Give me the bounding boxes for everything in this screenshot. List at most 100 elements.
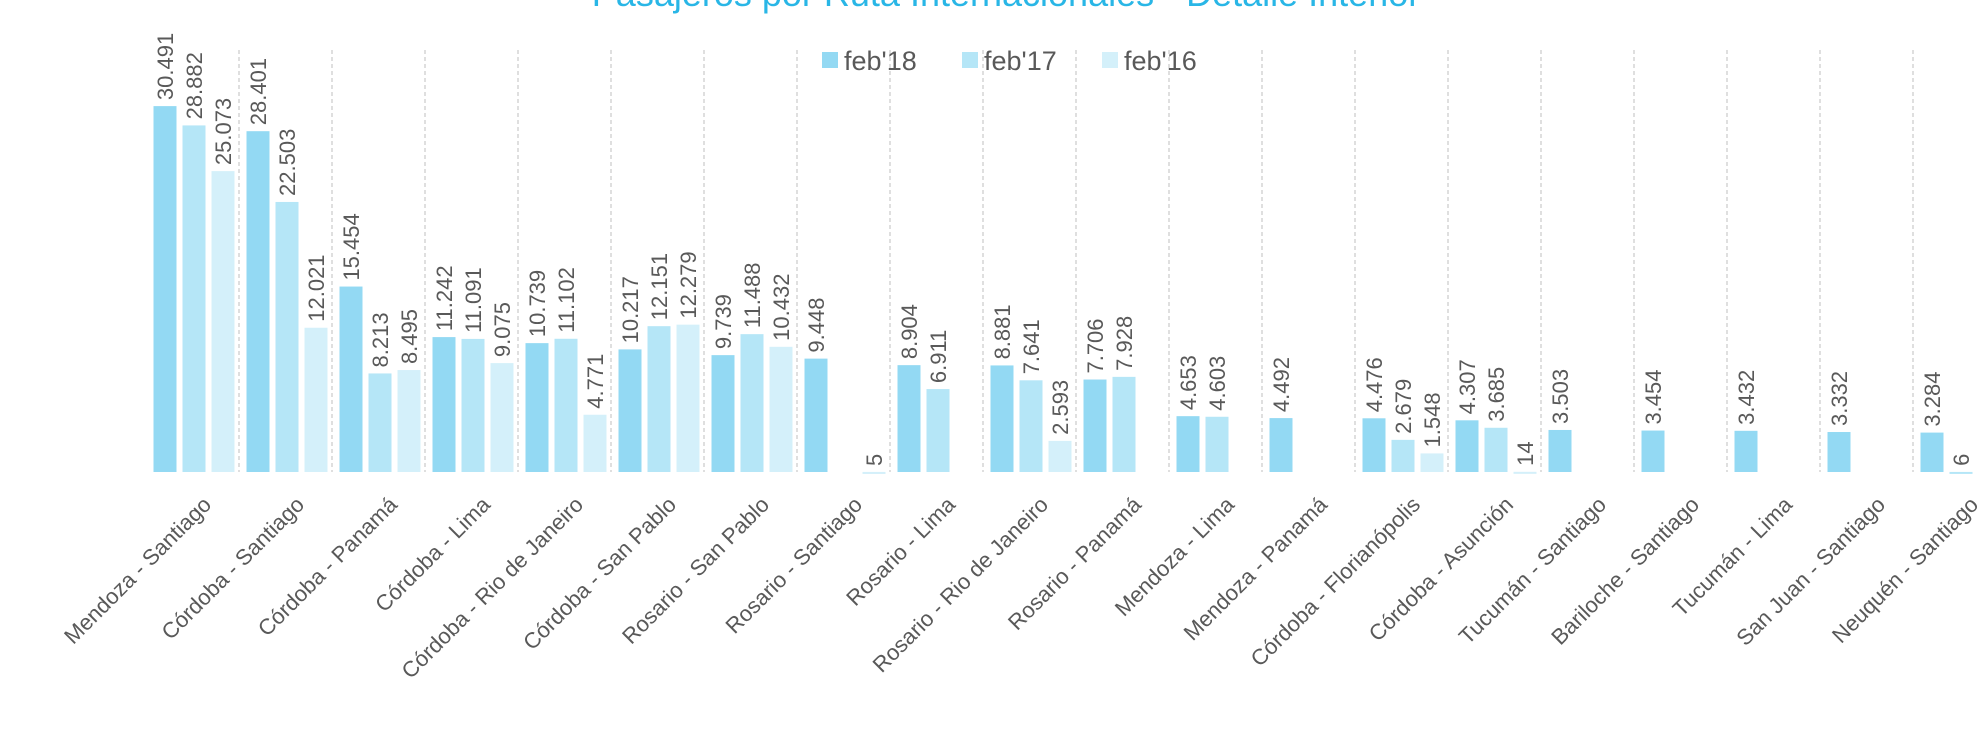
bar [1205,416,1229,472]
x-tick-label: Córdoba - Florianópolis [1246,492,1425,671]
bar [711,355,735,472]
bar [461,338,485,472]
legend-swatch [962,52,978,68]
value-label: 3.454 [1641,369,1666,424]
bar [1420,453,1444,472]
bar [368,373,392,472]
bar [769,346,793,472]
value-label: 28.882 [182,52,207,119]
legend-label: feb'18 [844,46,917,76]
x-tick-label: Rosario - Rio de Janeiro [868,492,1053,677]
value-label: 8.904 [897,304,922,359]
bar [246,131,270,473]
value-label: 30.491 [153,33,178,100]
value-label: 11.242 [432,265,457,331]
bar [1019,380,1043,472]
bar [1641,430,1665,472]
bar [1455,420,1479,472]
value-label: 11.102 [554,267,579,333]
bar [1391,439,1415,472]
bar [740,334,764,472]
value-label: 4.307 [1455,359,1480,414]
x-tick-label: Córdoba - Rio de Janeiro [397,492,588,683]
bar [554,338,578,472]
value-label: 9.739 [711,294,736,349]
value-label: 3.685 [1484,367,1509,422]
bar [862,471,886,474]
value-label: 6.911 [926,330,951,383]
bar [1548,429,1572,472]
legend-label: feb'17 [984,46,1057,76]
bar [304,327,328,472]
chart-title: Pasajeros por Ruta Internacionales - Det… [592,0,1420,14]
value-label: 22.503 [275,129,300,196]
value-label: 12.279 [676,251,701,318]
bar [1048,440,1072,472]
value-label: 2.593 [1048,380,1073,435]
bar [1176,416,1200,472]
value-label: 4.492 [1269,357,1294,412]
value-label: 4.603 [1205,356,1230,411]
value-label: 10.432 [769,274,794,341]
bar [1949,471,1973,474]
value-label: 7.706 [1083,318,1108,373]
value-label: 15.454 [339,213,364,280]
bar [1513,471,1537,474]
bar [1362,418,1386,472]
bar [490,363,514,472]
bar [397,370,421,472]
bar [897,365,921,472]
value-label: 8.213 [368,312,393,367]
value-label: 6 [1949,454,1974,466]
value-label: 2.679 [1391,379,1416,434]
legend-swatch [1102,52,1118,68]
bar [990,365,1014,472]
bar [275,201,299,473]
value-label: 8.881 [990,304,1015,359]
bar [1484,427,1508,472]
value-label: 7.928 [1112,316,1137,371]
value-label: 14 [1513,441,1538,465]
bar [339,286,363,472]
bar [804,358,828,472]
value-label: 28.401 [246,58,271,125]
value-label: 9.448 [804,298,829,353]
value-label: 5 [862,454,887,466]
bar [153,106,177,472]
value-label: 3.332 [1827,371,1852,426]
value-label: 10.739 [525,270,550,337]
value-label: 10.217 [618,276,643,343]
bar [525,343,549,472]
bar [182,125,206,472]
bar [1112,376,1136,472]
bar [1083,379,1107,472]
bar [926,389,950,472]
bar [1827,432,1851,472]
value-label: 4.771 [583,354,608,409]
value-label: 3.503 [1548,369,1573,424]
bar [1920,432,1944,472]
bar [647,326,671,472]
bar [1269,418,1293,472]
legend-swatch [822,52,838,68]
value-label: 12.151 [647,253,672,320]
legend-label: feb'16 [1124,46,1197,76]
bar [583,414,607,472]
value-label: 7.641 [1019,319,1044,374]
value-label: 9.075 [490,302,515,357]
bar [676,324,700,472]
bar [432,337,456,472]
value-label: 11.091 [461,267,486,333]
value-label: 8.495 [397,309,422,364]
bar [211,171,235,472]
value-label: 4.653 [1176,355,1201,410]
value-label: 11.488 [740,262,765,328]
value-label: 4.476 [1362,357,1387,412]
value-label: 1.548 [1420,392,1445,447]
value-label: 3.284 [1920,372,1945,427]
x-tick-label: Córdoba - San Pablo [518,492,681,655]
value-label: 12.021 [304,254,329,321]
value-label: 25.073 [211,98,236,165]
value-label: 3.432 [1734,370,1759,425]
